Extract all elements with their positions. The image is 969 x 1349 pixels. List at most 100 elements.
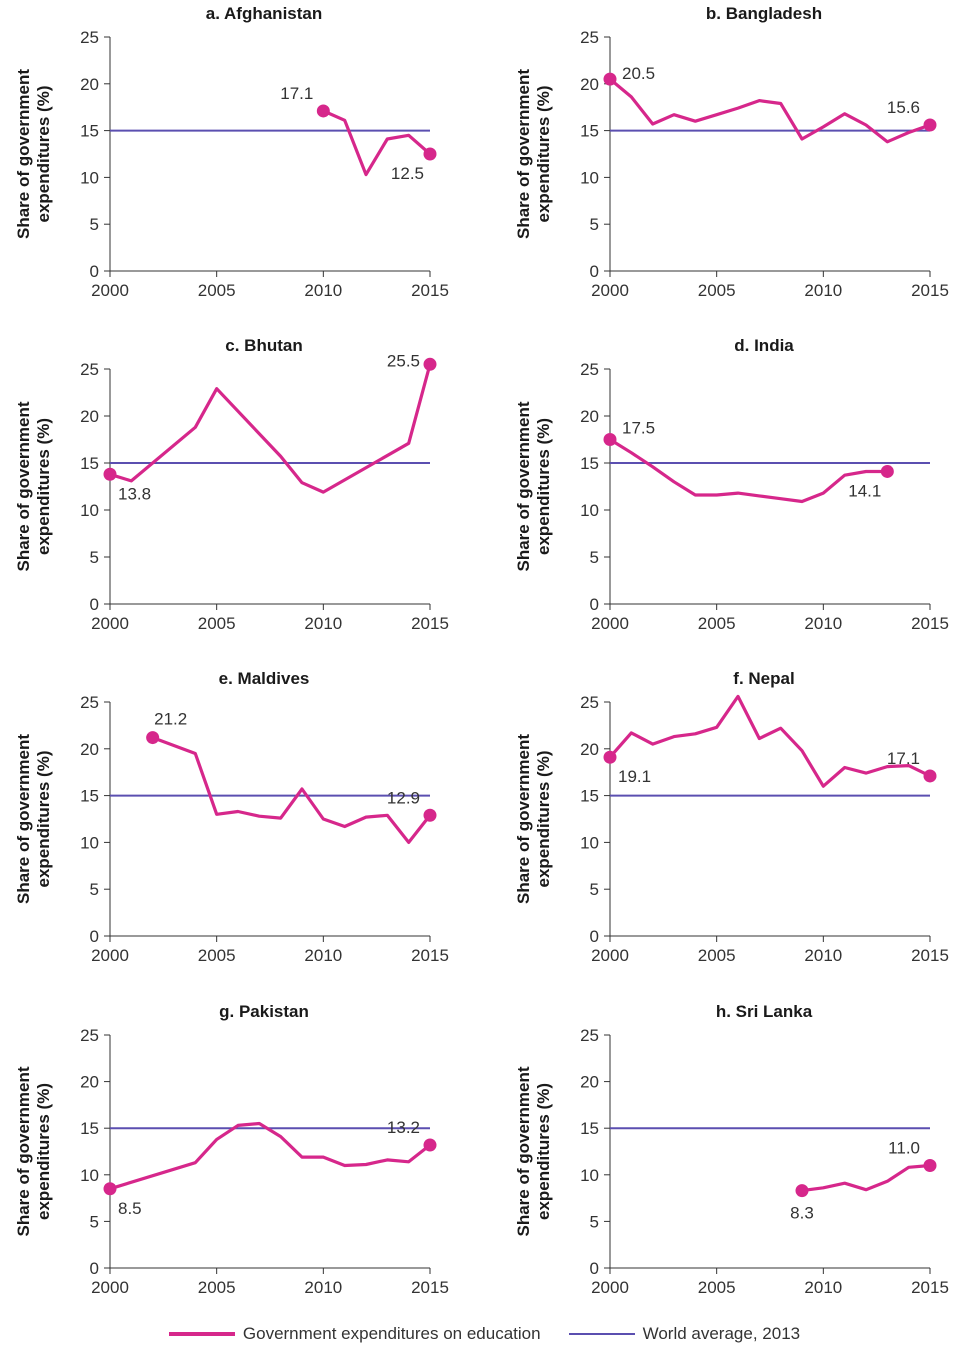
y-tick-label: 10 (80, 501, 99, 520)
x-tick-label: 2000 (91, 614, 129, 633)
x-tick-label: 2010 (804, 614, 842, 633)
data-point-marker (103, 1182, 117, 1196)
data-point-marker (316, 104, 330, 118)
y-tick-label: 0 (90, 262, 99, 281)
data-point-marker (423, 808, 437, 822)
data-point-marker (603, 433, 617, 446)
y-axis-label: Share of governmentexpenditures (%) (14, 734, 53, 904)
x-tick-label: 2005 (198, 946, 236, 965)
chart-title: b. Bangladesh (706, 4, 822, 23)
data-point-marker (423, 147, 437, 161)
y-tick-label: 25 (80, 1026, 99, 1045)
y-axis-label-line: expenditures (%) (34, 751, 53, 888)
y-axis-label-line: Share of government (514, 401, 533, 571)
y-tick-label: 10 (80, 168, 99, 187)
y-axis-label-line: expenditures (%) (534, 1083, 553, 1220)
x-tick-label: 2005 (698, 1278, 736, 1297)
y-tick-label: 0 (590, 595, 599, 614)
y-axis-label: Share of governmentexpenditures (%) (514, 69, 553, 239)
data-point-marker (795, 1184, 809, 1198)
y-tick-label: 20 (80, 1073, 99, 1092)
x-tick-label: 2005 (198, 1278, 236, 1297)
x-tick-label: 2010 (304, 946, 342, 965)
x-tick-label: 2000 (91, 946, 129, 965)
y-tick-label: 15 (580, 787, 599, 806)
legend-swatch-world (568, 1333, 635, 1335)
chart-panel-a-afghanistan: a. Afghanistan Share of governmentexpendi… (14, 4, 449, 300)
data-label: 12.9 (387, 788, 420, 807)
y-tick-label: 0 (590, 262, 599, 281)
y-tick-label: 15 (80, 122, 99, 141)
x-tick-label: 2010 (304, 281, 342, 300)
y-tick-label: 0 (90, 927, 99, 946)
y-tick-label: 5 (90, 215, 99, 234)
data-label: 20.5 (622, 64, 655, 83)
data-point-marker (423, 357, 437, 371)
x-tick-label: 2010 (804, 946, 842, 965)
y-tick-label: 20 (80, 740, 99, 759)
y-axis-label-line: Share of government (14, 69, 33, 239)
y-axis-label-line: expenditures (%) (534, 418, 553, 555)
x-tick-label: 2010 (804, 1278, 842, 1297)
y-tick-label: 10 (580, 501, 599, 520)
data-label: 11.0 (888, 1138, 920, 1157)
y-axis-label-line: Share of government (514, 1066, 533, 1236)
y-tick-label: 15 (580, 1119, 599, 1138)
y-axis-label-line: expenditures (%) (34, 418, 53, 555)
x-tick-label: 2015 (911, 281, 949, 300)
data-label: 17.5 (622, 419, 655, 438)
y-tick-label: 10 (80, 1166, 99, 1185)
x-tick-label: 2015 (911, 614, 949, 633)
x-tick-label: 2005 (698, 281, 736, 300)
y-tick-label: 10 (580, 168, 599, 187)
data-label: 25.5 (387, 351, 420, 370)
education-series-line (321, 109, 432, 177)
y-tick-label: 15 (580, 454, 599, 473)
chart-title: e. Maldives (219, 669, 310, 688)
y-tick-label: 25 (80, 28, 99, 47)
education-series-line (108, 362, 432, 494)
education-series-line (608, 77, 932, 144)
chart-panel-b-bangladesh: b. Bangladesh Share of governmentexpendit… (514, 4, 949, 300)
x-tick-label: 2015 (911, 946, 949, 965)
y-tick-label: 5 (90, 880, 99, 899)
y-tick-label: 10 (580, 1166, 599, 1185)
y-tick-label: 0 (90, 595, 99, 614)
data-point-marker (103, 467, 117, 481)
data-label: 8.5 (118, 1199, 142, 1218)
x-tick-label: 2015 (411, 281, 449, 300)
y-axis-label-line: expenditures (%) (534, 86, 553, 223)
y-tick-label: 5 (90, 548, 99, 567)
chart-title: g. Pakistan (219, 1002, 309, 1021)
y-tick-label: 0 (590, 1259, 599, 1278)
y-tick-label: 25 (580, 693, 599, 712)
y-axis-label: Share of governmentexpenditures (%) (14, 401, 53, 571)
y-tick-label: 0 (90, 1259, 99, 1278)
legend: Government expenditures on education Wor… (0, 1320, 969, 1348)
education-series-line (608, 437, 889, 504)
y-axis-label: Share of governmentexpenditures (%) (14, 69, 53, 239)
y-tick-label: 15 (580, 122, 599, 141)
chart-panel-g-pakistan: g. Pakistan Share of governmentexpenditur… (14, 1002, 449, 1297)
x-tick-label: 2015 (411, 1278, 449, 1297)
x-tick-label: 2005 (198, 281, 236, 300)
data-point-marker (603, 750, 617, 764)
y-tick-label: 0 (590, 927, 599, 946)
data-label: 8.3 (790, 1204, 814, 1223)
chart-title: f. Nepal (733, 669, 794, 688)
x-tick-label: 2000 (591, 614, 629, 633)
data-label: 12.5 (391, 164, 424, 183)
data-point-marker (423, 1138, 437, 1152)
y-tick-label: 20 (580, 75, 599, 94)
y-axis-label: Share of governmentexpenditures (%) (514, 401, 553, 571)
chart-panel-c-bhutan: c. Bhutan Share of governmentexpenditures… (14, 336, 449, 633)
x-tick-label: 2015 (411, 946, 449, 965)
legend-label-world: World average, 2013 (642, 1324, 801, 1343)
data-point-marker (603, 72, 617, 86)
legend-item-world: World average, 2013 (568, 1324, 801, 1344)
chart-panel-d-india: d. India Share of governmentexpenditures … (514, 336, 949, 633)
x-tick-label: 2010 (304, 614, 342, 633)
data-point-marker (923, 769, 937, 783)
y-tick-label: 20 (580, 407, 599, 426)
